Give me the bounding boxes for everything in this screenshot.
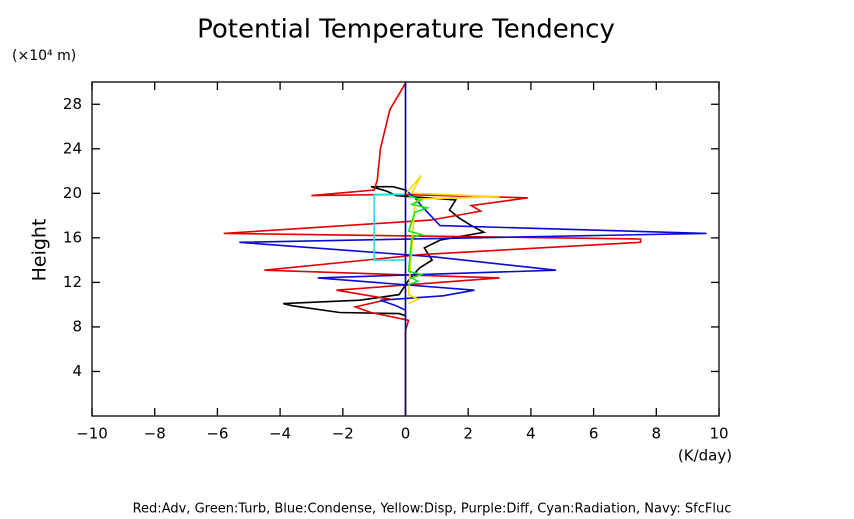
x-tick-label: 8: [652, 425, 662, 443]
y-tick-label: 8: [72, 317, 82, 335]
x-tick-label: 0: [401, 425, 411, 443]
y-unit: (×10⁴ m): [12, 48, 76, 64]
y-axis-label: Height: [29, 219, 51, 282]
profile-line: [239, 189, 707, 311]
y-tick-label: 28: [63, 95, 82, 113]
y-tick-label: 24: [63, 139, 82, 157]
x-tick-label: −8: [144, 425, 166, 443]
x-tick-label: 2: [463, 425, 473, 443]
x-unit: (K/day): [678, 447, 732, 465]
legend-note: Red:Adv, Green:Turb, Blue:Condense, Yell…: [133, 502, 732, 517]
x-tick-label: 4: [526, 425, 536, 443]
y-tick-label: 12: [63, 273, 82, 291]
x-tick-label: −6: [206, 425, 228, 443]
profile-line: [223, 82, 642, 416]
y-tick-label: 16: [63, 228, 82, 246]
x-tick-label: −4: [269, 425, 291, 443]
profile-line: [373, 193, 406, 261]
y-tick-label: 20: [63, 184, 82, 202]
x-tick-label: 6: [589, 425, 599, 443]
profile-line: [404, 174, 500, 305]
y-tick-label: 4: [72, 362, 82, 380]
chart-title: Potential Temperature Tendency: [197, 15, 615, 45]
x-tick-label: −10: [76, 425, 108, 443]
profile-line: [283, 185, 487, 317]
x-tick-label: −2: [332, 425, 354, 443]
profile-line: [407, 194, 431, 286]
x-tick-label: 10: [709, 425, 728, 443]
